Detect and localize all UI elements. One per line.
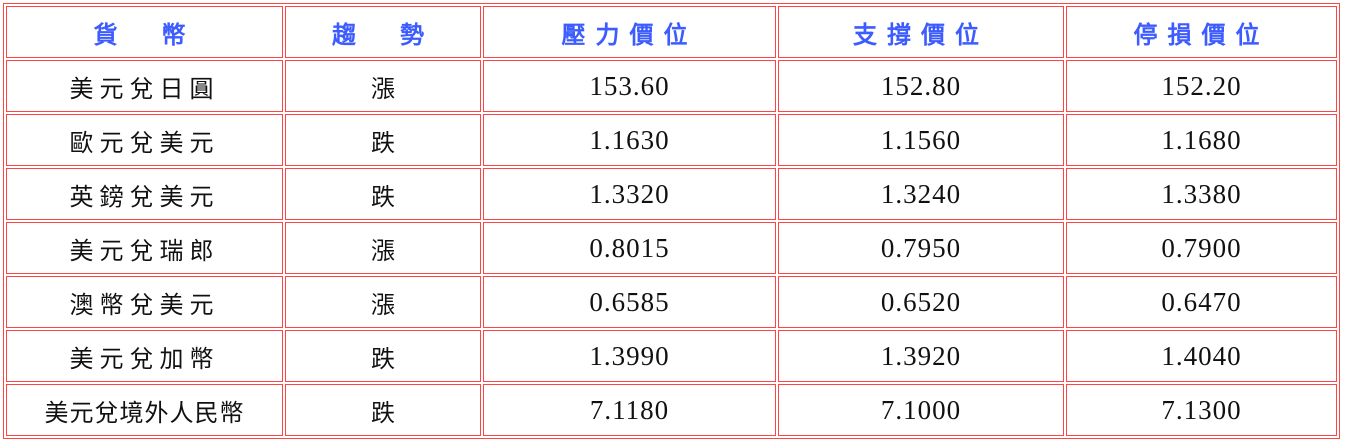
currency-pair-cell: 澳幣兌美元 — [6, 276, 283, 328]
currency-pair-cell: 歐元兌美元 — [6, 114, 283, 166]
currency-pair-cell: 美元兌加幣 — [6, 330, 283, 382]
support-cell: 7.1000 — [778, 384, 1064, 436]
support-cell: 1.3240 — [778, 168, 1064, 220]
stop-loss-cell: 0.6470 — [1066, 276, 1337, 328]
stop-loss-cell: 1.1680 — [1066, 114, 1337, 166]
support-cell: 0.6520 — [778, 276, 1064, 328]
resistance-cell: 1.3990 — [483, 330, 776, 382]
currency-pair-cell: 美元兌瑞郎 — [6, 222, 283, 274]
header-support: 支撐價位 — [778, 6, 1064, 58]
table-row: 美元兌加幣跌 1.3990 1.3920 1.4040 — [6, 330, 1337, 382]
header-resistance: 壓力價位 — [483, 6, 776, 58]
support-cell: 152.80 — [778, 60, 1064, 112]
table-row: 美元兌瑞郎漲 0.8015 0.7950 0.7900 — [6, 222, 1337, 274]
header-row: 貨 幣 趨 勢 壓力價位 支撐價位 停損價位 — [6, 6, 1337, 58]
stop-loss-cell: 1.4040 — [1066, 330, 1337, 382]
support-cell: 0.7950 — [778, 222, 1064, 274]
header-currency: 貨 幣 — [6, 6, 283, 58]
forex-levels-table: 貨 幣 趨 勢 壓力價位 支撐價位 停損價位 美元兌日圓漲 153.60 152.8… — [3, 3, 1340, 439]
stop-loss-cell: 1.3380 — [1066, 168, 1337, 220]
support-cell: 1.3920 — [778, 330, 1064, 382]
trend-cell: 漲 — [285, 222, 481, 274]
resistance-cell: 0.6585 — [483, 276, 776, 328]
resistance-cell: 1.3320 — [483, 168, 776, 220]
trend-cell: 跌 — [285, 384, 481, 436]
header-trend: 趨 勢 — [285, 6, 481, 58]
resistance-cell: 1.1630 — [483, 114, 776, 166]
trend-cell: 跌 — [285, 168, 481, 220]
resistance-cell: 153.60 — [483, 60, 776, 112]
currency-pair-cell: 美元兌境外人民幣 — [6, 384, 283, 436]
trend-cell: 漲 — [285, 60, 481, 112]
trend-cell: 跌 — [285, 114, 481, 166]
resistance-cell: 7.1180 — [483, 384, 776, 436]
table-row: 英鎊兌美元跌 1.3320 1.3240 1.3380 — [6, 168, 1337, 220]
stop-loss-cell: 152.20 — [1066, 60, 1337, 112]
support-cell: 1.1560 — [778, 114, 1064, 166]
table-row: 澳幣兌美元漲 0.6585 0.6520 0.6470 — [6, 276, 1337, 328]
table-row: 美元兌境外人民幣跌 7.1180 7.1000 7.1300 — [6, 384, 1337, 436]
currency-pair-cell: 美元兌日圓 — [6, 60, 283, 112]
resistance-cell: 0.8015 — [483, 222, 776, 274]
table-row: 歐元兌美元跌 1.1630 1.1560 1.1680 — [6, 114, 1337, 166]
header-stop-loss: 停損價位 — [1066, 6, 1337, 58]
currency-pair-cell: 英鎊兌美元 — [6, 168, 283, 220]
table-row: 美元兌日圓漲 153.60 152.80 152.20 — [6, 60, 1337, 112]
stop-loss-cell: 7.1300 — [1066, 384, 1337, 436]
stop-loss-cell: 0.7900 — [1066, 222, 1337, 274]
trend-cell: 跌 — [285, 330, 481, 382]
trend-cell: 漲 — [285, 276, 481, 328]
